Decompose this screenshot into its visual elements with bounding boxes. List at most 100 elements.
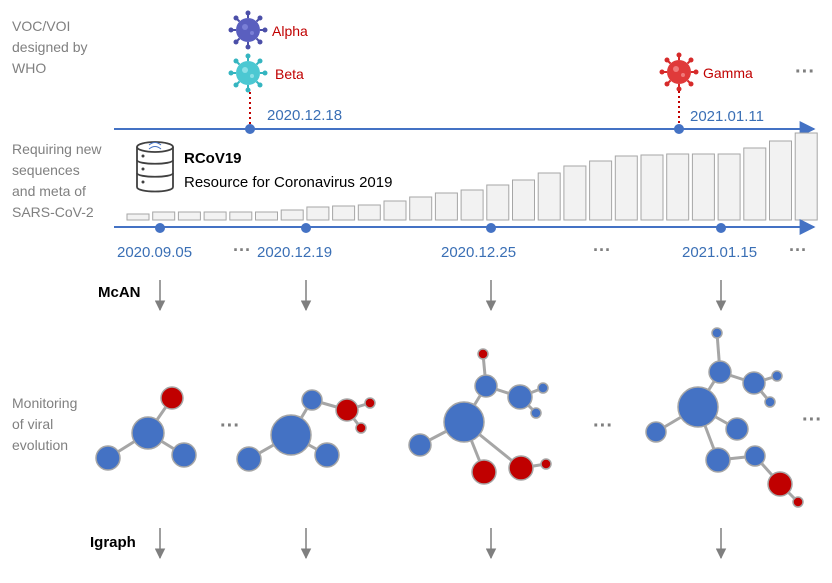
bottom-timeline-point (301, 223, 311, 233)
network-node (530, 407, 542, 419)
network-node (764, 396, 776, 408)
network-node (537, 382, 549, 394)
sequence-bar (409, 196, 433, 221)
network-node (771, 370, 783, 382)
network-node (335, 398, 359, 422)
date-ellipsis: ··· (593, 240, 611, 260)
bottom-date-4: 2021.01.15 (682, 244, 757, 261)
requiring-label-line: and meta of (12, 183, 86, 199)
network-node (725, 417, 749, 441)
bottom-timeline-point (155, 223, 165, 233)
network-node (767, 471, 793, 497)
sequence-bar (691, 153, 715, 221)
sequence-bar (486, 184, 510, 221)
sequence-bar (563, 165, 587, 221)
variants-ellipsis: ··· (795, 61, 815, 83)
voc-label-line: designed by (12, 39, 88, 55)
sequence-bar (512, 179, 535, 221)
bottom-timeline-point (486, 223, 496, 233)
top-date-2: 2021.01.11 (690, 108, 764, 125)
sequence-bar (126, 213, 150, 221)
network-node (540, 458, 552, 470)
sequence-bar (743, 147, 767, 221)
beta-label: Beta (275, 66, 304, 82)
network-node (236, 446, 262, 472)
sequence-bars (126, 132, 818, 221)
network-node (355, 422, 367, 434)
gamma-label: Gamma (703, 65, 753, 81)
mcan-label: McAN (98, 284, 141, 301)
sequence-bar (177, 211, 201, 221)
network-node (508, 455, 534, 481)
alpha-label: Alpha (272, 23, 308, 39)
monitoring-label-line: evolution (12, 437, 68, 453)
bottom-date-2: 2020.12.19 (257, 244, 332, 261)
mcan-arrows (154, 280, 727, 312)
sequence-bar (794, 132, 818, 221)
network-graph-2 (236, 389, 376, 472)
alpha-virus-icon (228, 10, 268, 50)
date-ellipsis: ··· (789, 240, 807, 260)
database-icon (136, 141, 174, 193)
top-timeline-point (674, 124, 684, 134)
network-node (711, 327, 723, 339)
requiring-label-line: SARS-CoV-2 (12, 204, 94, 220)
network-graph-3 (408, 348, 552, 485)
sequence-bar (537, 172, 561, 221)
sequence-bar (640, 154, 664, 221)
network-node (95, 445, 121, 471)
network-node (705, 447, 731, 473)
monitoring-label: Monitoring of viral evolution (12, 395, 77, 453)
resource-name: RCoV19 (184, 150, 242, 167)
date-ellipsis: ··· (233, 240, 251, 260)
sequence-bar (306, 206, 330, 221)
network-node (507, 384, 533, 410)
network-node (270, 414, 312, 456)
sequence-bar (589, 160, 613, 221)
network-node (471, 459, 497, 485)
network-node (477, 348, 489, 360)
network-node (742, 371, 766, 395)
resource-full-name: Resource for Coronavirus 2019 (184, 174, 392, 191)
sequence-bar (769, 140, 792, 221)
sequence-bar (332, 205, 356, 221)
beta-virus-icon (228, 53, 268, 93)
network-node (160, 386, 184, 410)
network-node (301, 389, 323, 411)
network-node (708, 360, 732, 384)
gamma-virus-icon (659, 52, 699, 92)
network-node (443, 401, 485, 443)
network-node (314, 442, 340, 468)
graph-ellipsis: ··· (802, 409, 822, 431)
voc-label-line: WHO (12, 60, 46, 76)
network-node (408, 433, 432, 457)
sequence-bar (666, 153, 690, 221)
network-node (677, 386, 719, 428)
requiring-label-line: sequences (12, 162, 80, 178)
network-node (645, 421, 667, 443)
network-node (364, 397, 376, 409)
network-node (744, 445, 766, 467)
network-graph-1 (95, 386, 197, 471)
sequence-bar (460, 189, 484, 221)
igraph-arrows (154, 528, 727, 560)
network-graph-4 (645, 327, 804, 508)
bottom-date-3: 2020.12.25 (441, 244, 516, 261)
graph-ellipsis: ··· (593, 415, 613, 437)
sequence-bar (614, 155, 638, 221)
voc-label-line: VOC/VOI (12, 18, 70, 34)
sequence-bar (255, 211, 278, 221)
bottom-date-1: 2020.09.05 (117, 244, 192, 261)
network-node (792, 496, 804, 508)
requiring-label: Requiring new sequences and meta of SARS… (12, 141, 102, 220)
graph-ellipsis: ··· (220, 415, 240, 437)
sequence-bar (717, 153, 741, 221)
monitoring-label-line: Monitoring (12, 395, 77, 411)
sequence-bar (229, 211, 253, 221)
sequence-bar (203, 211, 227, 221)
top-date-1: 2020.12.18 (267, 107, 342, 124)
network-node (131, 416, 165, 450)
igraph-label: Igraph (90, 534, 136, 551)
sequence-bar (357, 204, 381, 221)
